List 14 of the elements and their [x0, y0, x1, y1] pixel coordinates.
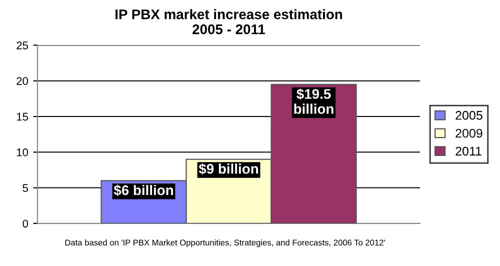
y-tick-label: 0: [22, 220, 28, 228]
chart-title: IP PBX market increase estimation 2005 - 2011: [116, 9, 342, 34]
y-tick-label: 15: [16, 112, 28, 121]
y-tick-label: 5: [22, 184, 28, 192]
text: Data based on 'IP PBX Market Opportunities, Strategies, and Forecasts, 2006 To 2012': [65, 239, 385, 248]
legend-label: 2009: [456, 128, 482, 138]
y-tick-label: 10: [16, 148, 28, 156]
data-label: $19.5 billion: [294, 88, 334, 114]
data-label: $6 billion: [114, 184, 173, 196]
legend-label: 2005: [456, 110, 482, 120]
legend-label: 2011: [456, 146, 482, 156]
y-tick-label: 25: [16, 41, 28, 50]
y-tick-label: 20: [16, 77, 28, 85]
data-label: $9 billion: [198, 163, 258, 175]
